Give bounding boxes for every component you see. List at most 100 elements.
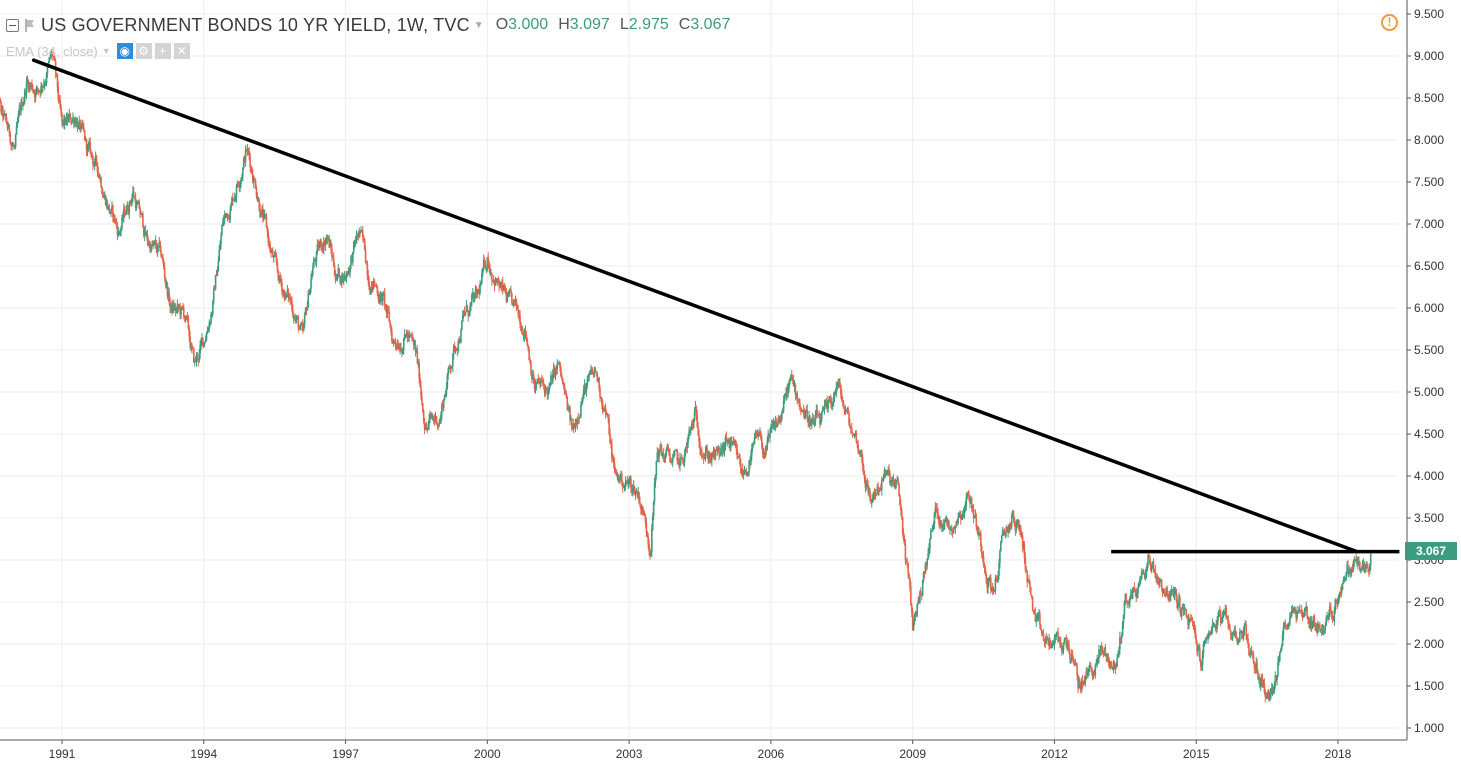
candle-body bbox=[960, 515, 962, 520]
candle-body bbox=[876, 487, 879, 494]
flag-icon[interactable] bbox=[25, 18, 35, 32]
candle-body bbox=[662, 453, 665, 459]
candle-body bbox=[851, 433, 854, 436]
candle-body bbox=[863, 474, 866, 479]
candle-body bbox=[765, 448, 768, 451]
candle-body bbox=[1157, 576, 1159, 584]
collapse-icon[interactable] bbox=[6, 18, 19, 32]
candle-body bbox=[623, 487, 626, 489]
candle-body bbox=[531, 373, 533, 379]
candle-body bbox=[591, 370, 594, 375]
candle-body bbox=[112, 205, 114, 217]
y-tick-label: 4.000 bbox=[1414, 469, 1444, 483]
candle-body bbox=[212, 288, 215, 302]
candle-body bbox=[589, 373, 591, 375]
candle-body bbox=[334, 275, 337, 281]
close-icon[interactable]: ✕ bbox=[173, 43, 190, 59]
candle-body bbox=[369, 289, 371, 295]
candle-body bbox=[900, 504, 902, 511]
candle-body bbox=[1204, 639, 1207, 644]
time-axis[interactable]: 1991 1994 1997 2000 2003 2006 2009 2012 2015 2018 bbox=[0, 739, 1407, 761]
candle-body bbox=[269, 243, 271, 251]
candle-body bbox=[1098, 649, 1100, 659]
candle-body bbox=[228, 218, 231, 221]
drawing-layer[interactable] bbox=[31, 58, 1400, 554]
candle-body bbox=[1146, 563, 1148, 571]
candle-body bbox=[864, 478, 867, 488]
candle-body bbox=[1154, 570, 1157, 578]
candle-body bbox=[1099, 646, 1102, 653]
symbol-title[interactable]: US GOVERNMENT BONDS 10 YR YIELD, 1W, TVC bbox=[41, 14, 470, 35]
candle-body bbox=[1000, 542, 1002, 551]
candle-body bbox=[830, 402, 833, 406]
candle-body bbox=[1336, 600, 1338, 605]
plus-icon[interactable]: + bbox=[154, 43, 171, 59]
candle-body bbox=[206, 330, 209, 335]
candle-body bbox=[250, 167, 252, 169]
candle-body bbox=[392, 341, 394, 344]
candle-body bbox=[404, 333, 407, 335]
candle-body bbox=[980, 545, 983, 554]
candle-body bbox=[776, 423, 779, 427]
candle-body bbox=[1169, 594, 1172, 597]
candle-body bbox=[313, 259, 316, 261]
candle-body bbox=[599, 388, 601, 398]
gear-icon[interactable]: ⚙ bbox=[135, 43, 152, 59]
candle-body bbox=[887, 469, 889, 471]
candle-body bbox=[711, 453, 714, 457]
candle-body bbox=[252, 173, 254, 183]
candle-body bbox=[455, 347, 458, 350]
candle-body bbox=[880, 479, 883, 491]
candle-body bbox=[323, 241, 326, 246]
trend-line[interactable] bbox=[31, 58, 1359, 554]
candle-body bbox=[1197, 649, 1199, 652]
candle-body bbox=[399, 347, 401, 351]
candle-body bbox=[1088, 668, 1090, 672]
candle-body bbox=[73, 121, 76, 124]
warning-icon[interactable]: ! bbox=[1381, 14, 1398, 31]
candle-body bbox=[866, 483, 869, 486]
candle-body bbox=[491, 280, 494, 282]
candle-body bbox=[874, 493, 877, 496]
candle-body bbox=[333, 265, 336, 276]
candle-body bbox=[1161, 588, 1164, 593]
candle-body bbox=[424, 427, 427, 430]
candle-body bbox=[170, 303, 172, 308]
eye-icon[interactable]: ◉ bbox=[116, 43, 133, 59]
candle-body bbox=[40, 86, 42, 94]
candle-body bbox=[671, 462, 673, 464]
candle-body bbox=[1076, 666, 1078, 676]
chevron-down-icon[interactable]: ▼ bbox=[473, 19, 484, 31]
candle-body bbox=[1190, 618, 1193, 621]
candle-body bbox=[16, 121, 19, 126]
candle-body bbox=[891, 478, 894, 481]
candle-body bbox=[341, 276, 343, 283]
candle-body bbox=[142, 213, 144, 227]
candle-body bbox=[355, 235, 358, 243]
candle-body bbox=[163, 268, 166, 278]
price-axis[interactable]: 1.0001.5002.0002.5003.0003.5004.0004.500… bbox=[1406, 0, 1444, 740]
y-tick-label: 8.500 bbox=[1414, 91, 1444, 105]
candle-body bbox=[485, 267, 488, 269]
candle-body bbox=[1266, 696, 1268, 699]
study-name[interactable]: EMA (34, close) bbox=[6, 43, 98, 59]
candle-body bbox=[978, 532, 980, 536]
candle-body bbox=[1078, 681, 1080, 688]
candle-body bbox=[601, 403, 604, 412]
candle-body bbox=[1307, 616, 1309, 619]
candle-body bbox=[859, 453, 861, 455]
candle-body bbox=[729, 441, 731, 447]
candle-body bbox=[1360, 568, 1363, 570]
candle-body bbox=[362, 231, 364, 238]
candle-body bbox=[23, 90, 26, 102]
candle-body bbox=[980, 533, 982, 546]
candle-body bbox=[246, 149, 249, 151]
chevron-down-icon[interactable]: ▼ bbox=[101, 46, 111, 56]
candle-body bbox=[372, 281, 375, 288]
candle-body bbox=[1006, 526, 1008, 533]
y-tick-label: 1.500 bbox=[1414, 679, 1444, 693]
candle-body bbox=[907, 563, 909, 574]
candle-body bbox=[871, 497, 874, 501]
candle-body bbox=[43, 84, 45, 87]
